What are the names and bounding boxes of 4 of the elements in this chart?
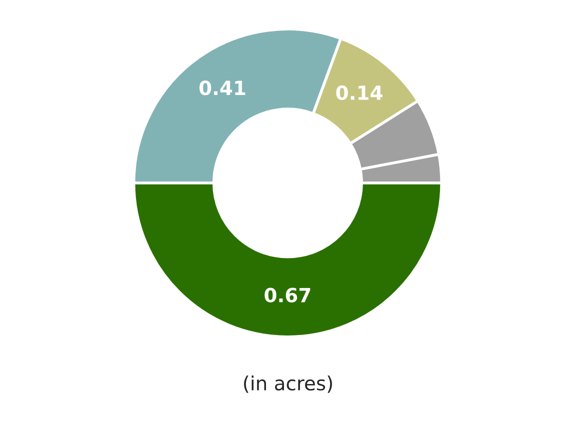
data-label: 0.14 <box>336 85 382 100</box>
data-label: 0.67 <box>264 288 310 302</box>
data-label: 0.41 <box>199 80 246 96</box>
text: (in acres) <box>244 376 332 393</box>
